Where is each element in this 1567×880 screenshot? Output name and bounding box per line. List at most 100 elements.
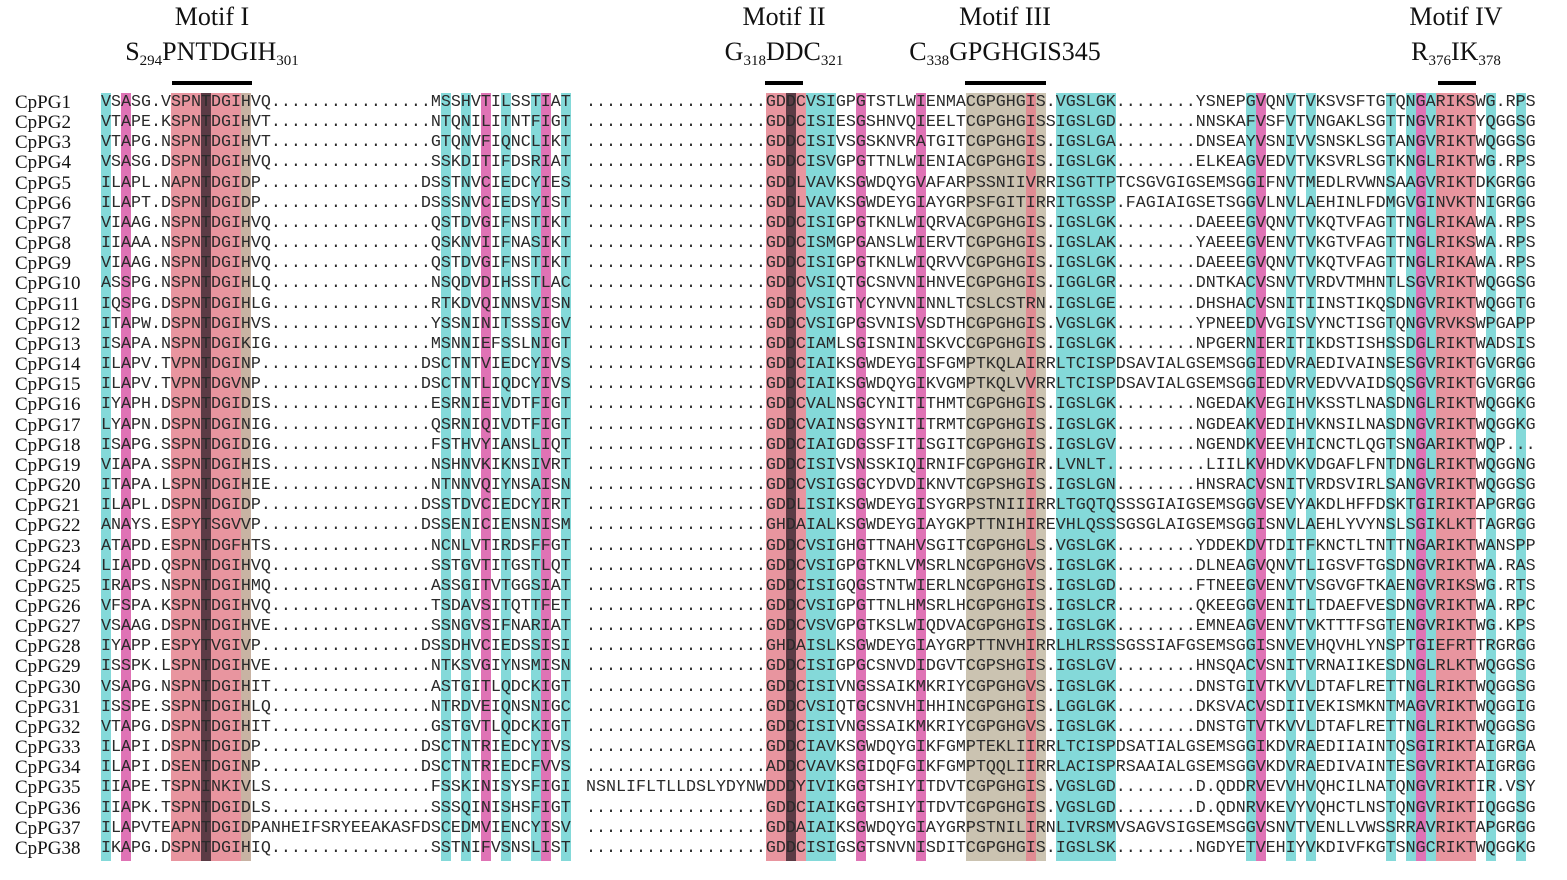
sequence-block-2: ..................GDDCIAIKSGWDQYGIKVGMPT… [586,375,1536,395]
sequence-block-2: ..................GHDAISLKSGWDEYGIAYGRPT… [586,637,1536,657]
sequence-name: CpPG26 [15,596,81,617]
sequence-name: CpPG35 [15,777,81,799]
sequence-block-2: ..................GDDCVSIGPGTTNLHMSRLHCG… [586,597,1536,616]
motif-first: S [125,37,140,66]
sequence-name: CpPG19 [15,454,81,476]
sequence-block-2: ..................GDDCISIGPGCSNVDIDGVTCG… [586,657,1536,677]
sequence-name: CpPG4 [15,152,71,174]
sequence-block-1: ATAPD.ESPNTDGFHTS................NCNLVTI… [101,536,571,556]
sequence-name: CpPG20 [15,475,81,497]
sequence-name: CpPG14 [15,354,81,376]
column-shading [1306,93,1316,861]
sequence-name: CpPG13 [15,333,81,355]
column-shading [531,93,541,861]
column-shading [1426,93,1436,861]
sequence-name: CpPG21 [15,495,81,517]
column-shading [856,93,866,861]
motif-last-pos: 301 [276,53,299,69]
sequence-block-2: ..................GDDCVSIGPGTKNLVMSRLNCG… [586,556,1536,576]
motif-bar [172,81,252,85]
column-shading [501,93,511,861]
motif-bar [1438,81,1476,85]
sequence-block-2: ..................GDDCIAIGDGSSFITISGITCG… [586,435,1536,455]
motif-first: R [1411,37,1429,66]
sequence-block-2: ..................GDDCISIGPGTKNLWIQRVVCG… [586,254,1536,274]
sequence-name: CpPG28 [15,636,81,658]
sequence-block-2: ..................GDDLVAVKSGWDEYGIAYGRPS… [586,193,1536,213]
column-shading [1026,93,1036,861]
sequence-block-1: ILAPVTEAPNTDGIDPANHEIFSRYEEAKASFDSCEDMVI… [101,818,571,838]
motif-first: G [724,37,744,66]
sequence-block-1: ANAYS.ESPYTSGVVP................DSSENICI… [101,516,571,536]
sequence-block-2: ..................GDDCVSIQTGCSNVHIHHINCG… [586,697,1536,717]
sequence-name: CpPG11 [15,293,80,315]
sequence-name: CpPG17 [15,414,81,436]
sequence-name: CpPG15 [15,374,81,396]
sequence-block-2: ..................GDDCVALNSGCYNITITHMTCG… [586,395,1536,415]
sequence-block-2: ..................GDDCISIVSGSKNVRATGITCG… [586,133,1536,153]
sequence-block-1: IIAPK.TSPNTDGIDLS................SSSQINI… [101,798,571,818]
sequence-block-1: VTAPE.KSPNTDGIHVT................NTQNILI… [101,113,571,133]
sequence-name: CpPG37 [15,817,81,839]
sequence-block-1: ISAPA.NSPNTDGIKIG................MSNNIEF… [101,334,571,354]
sequence-block-1: LIAPD.QSPNTDGIHVQ................SSTGVTI… [101,556,571,576]
sequence-block-1: ILAPV.TVPNTDGVNP................DSCTNTLI… [101,375,571,395]
column-shading [1436,93,1476,861]
sequence-name: CpPG31 [15,696,81,718]
column-shading [1406,93,1416,861]
column-shading [561,93,571,861]
motif-middle: IK [1450,37,1479,66]
sequence-block-2: ..................GDDCIAMLSGISNINISKVCCG… [586,334,1536,354]
sequence-block-1: ILAPL.DSPNTDGIDP................DSSTDVCI… [101,496,571,516]
sequence-name: CpPG1 [15,92,71,113]
column-shading [1386,93,1396,861]
sequence-block-2: ..................GDDLVAVKSGWDQYGVAFARPS… [586,173,1536,193]
sequence-block-1: VSASG.VSPNTDGIHVQ................MSSHVTI… [101,93,571,112]
sequence-block-1: ILAPI.DSENTDGINP................DSCTNTRI… [101,758,571,778]
sequence-block-1: IYAPP.ESPYTVGIVP................DSSDHVCI… [101,637,571,657]
sequence-block-1: IQSPG.DSPNTDGIHLG................RTKDVQI… [101,294,571,314]
sequence-name: CpPG27 [15,616,81,638]
sequence-block-1: VIAAG.NSPNTDGIHVQ................QSTDVGI… [101,213,571,233]
sequence-block-1: ILAPI.DSPNTDGIDP................DSCTNTRI… [101,738,571,758]
sequence-block-1: VIAPA.SSPNTDGIHIS................NSHNVKI… [101,455,571,475]
motif-bar [965,81,1046,85]
column-shading [241,93,251,861]
column-shading [1486,93,1496,861]
sequence-block-2: ..................GDDCISMGPGANSLWIERVTCG… [586,234,1536,254]
sequence-name: CpPG33 [15,737,81,759]
sequence-name: CpPG36 [15,797,81,819]
motif-title: Motif IV [1409,2,1503,31]
column-shading [806,93,836,861]
motif-middle: GPGHGIS345 [949,37,1101,66]
column-shading [1416,93,1426,861]
motif-sequence: R376IK378 [1411,37,1501,70]
sequence-name: CpPG38 [15,837,81,859]
sequence-block-1: VSASG.DSPNTDGIHVQ................SSKDITI… [101,153,571,173]
motif-first-pos: 376 [1428,53,1451,69]
column-shading [121,93,131,861]
sequence-block-2: ..................GDDCISIVSNSSKIQIRNIFCG… [586,455,1536,475]
sequence-block-2: ..................GDDCVAINSGSYNITITRMTCG… [586,415,1536,435]
sequence-block-2: ..................GDDCISIVNGSSAIKMKRIYCG… [586,717,1536,737]
sequence-name: CpPG24 [15,555,81,577]
sequence-block-2: ..................GDDCVSIGPGTSTLWIENMACG… [586,93,1536,112]
column-shading [201,93,211,861]
sequence-name: CpPG18 [15,434,81,456]
sequence-block-2: ..................GDDCIAIKSGWDEYGISFGMPT… [586,355,1536,375]
sequence-block-1: LYAPN.DSPNTDGINIG................QSRNIQI… [101,415,571,435]
sequence-name: CpPG25 [15,575,81,597]
sequence-name: CpPG16 [15,394,81,416]
sequence-name: CpPG12 [15,313,81,335]
sequence-block-1: VTAPG.DSPNTDGIHIT................GSTGVTL… [101,717,571,737]
sequence-block-1: IYAPH.DSPNTDGIDIS................ESRNIEI… [101,395,571,415]
sequence-name: CpPG34 [15,757,81,779]
sequence-block-2: ..................GDDCVSIGTYCYNVNINNLTCS… [586,294,1536,314]
motif-first: C [909,37,927,66]
sequence-block-2: ..................GDDCVSIQTGCSNVNIHNVECG… [586,274,1536,294]
sequence-block-1: ILAPV.TVPNTDGINP................DSCTNTVI… [101,355,571,375]
sequence-block-1: ISSPK.LSPNTDGIHVE................NTKSVGI… [101,657,571,677]
sequence-name: CpPG29 [15,656,81,678]
motif-last-pos: 321 [820,53,844,69]
